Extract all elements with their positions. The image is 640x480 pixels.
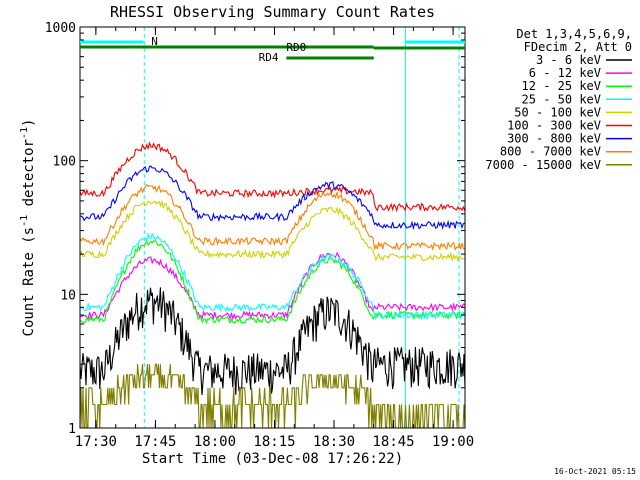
y-axis-label-part: -1 bbox=[19, 215, 30, 227]
series-8 bbox=[79, 183, 465, 252]
x-tick-label-3: 18:15 bbox=[253, 434, 295, 450]
legend-label-3: 12 - 25 keV bbox=[522, 79, 601, 93]
series-5 bbox=[79, 199, 465, 262]
x-tick-label-5: 18:45 bbox=[372, 434, 414, 450]
legend-header-1: Det 1,3,4,5,6,9, bbox=[516, 27, 632, 41]
series-4 bbox=[79, 232, 466, 321]
y-axis-label-part: Count Rate (s bbox=[21, 227, 37, 337]
y-tick-label-0: 1 bbox=[68, 422, 76, 437]
legend-header-2: FDecim 2, Att 0 bbox=[524, 40, 632, 54]
x-tick-label-6: 19:00 bbox=[432, 434, 474, 450]
y-axis-label-part: -1 bbox=[19, 127, 30, 139]
legend-label-4: 25 - 50 keV bbox=[522, 92, 601, 106]
legend-label-7: 300 - 800 keV bbox=[507, 132, 601, 146]
series-3 bbox=[79, 239, 465, 325]
y-tick-label-1: 10 bbox=[60, 288, 76, 303]
x-tick-label-2: 18:00 bbox=[194, 434, 236, 450]
bar-label-rd4: RD4 bbox=[259, 51, 279, 64]
legend-label-5: 50 - 100 keV bbox=[514, 105, 601, 119]
x-axis-label: Start Time (03-Dec-08 17:26:22) bbox=[142, 451, 403, 467]
x-tick-label-0: 17:30 bbox=[75, 434, 117, 450]
legend-label-1: 3 - 6 keV bbox=[536, 53, 601, 67]
y-axis-label-part: ) bbox=[21, 119, 37, 127]
series-6 bbox=[79, 141, 466, 213]
legend-label-6: 100 - 300 keV bbox=[507, 119, 601, 133]
series-2 bbox=[79, 251, 466, 321]
x-tick-label-4: 18:30 bbox=[313, 434, 355, 450]
series-7 bbox=[80, 165, 465, 231]
y-tick-label-3: 1000 bbox=[45, 21, 76, 36]
y-tick-label-2: 100 bbox=[53, 155, 76, 170]
chart-title: RHESSI Observing Summary Count Rates bbox=[110, 3, 435, 21]
y-axis-label: Count Rate (s-1 detector-1) bbox=[19, 119, 37, 337]
x-tick-label-1: 17:45 bbox=[134, 434, 176, 450]
bar-label-n: N bbox=[151, 35, 158, 48]
legend-label-8: 800 - 7000 keV bbox=[500, 145, 601, 159]
render-timestamp: 16-Oct-2021 05:15 bbox=[554, 467, 636, 476]
y-axis-label-part: detector bbox=[21, 139, 37, 215]
bar-label-rd0: RD0 bbox=[286, 41, 306, 54]
legend-label-2: 6 - 12 keV bbox=[529, 66, 601, 80]
series-1 bbox=[79, 287, 466, 396]
legend-label-9: 7000 - 15000 keV bbox=[485, 158, 601, 172]
plot-frame bbox=[79, 26, 466, 429]
series-9 bbox=[79, 363, 466, 429]
